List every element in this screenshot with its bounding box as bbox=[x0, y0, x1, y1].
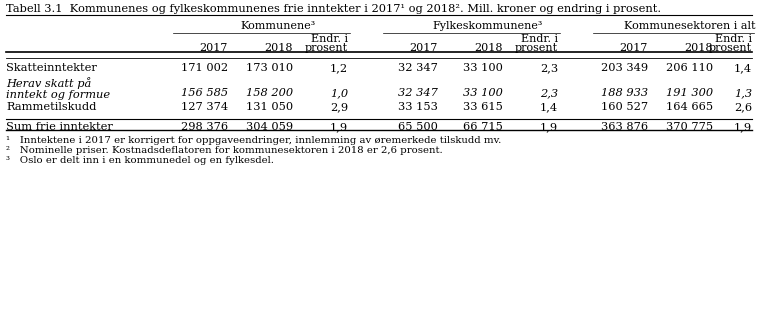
Text: 173 010: 173 010 bbox=[246, 63, 293, 73]
Text: 66 715: 66 715 bbox=[463, 122, 503, 132]
Text: 33 100: 33 100 bbox=[463, 88, 503, 98]
Text: 65 500: 65 500 bbox=[398, 122, 438, 132]
Text: 2017: 2017 bbox=[199, 43, 228, 53]
Text: 164 665: 164 665 bbox=[666, 102, 713, 112]
Text: Tabell 3.1  Kommunenes og fylkeskommunenes frie inntekter i 2017¹ og 2018². Mill: Tabell 3.1 Kommunenes og fylkeskommunene… bbox=[6, 4, 661, 14]
Text: 1,3: 1,3 bbox=[734, 88, 752, 98]
Text: 203 349: 203 349 bbox=[601, 63, 648, 73]
Text: 33 153: 33 153 bbox=[398, 102, 438, 112]
Text: ¹   Inntektene i 2017 er korrigert for oppgaveendringer, innlemming av øremerked: ¹ Inntektene i 2017 er korrigert for opp… bbox=[6, 136, 501, 145]
Text: 171 002: 171 002 bbox=[181, 63, 228, 73]
Text: 32 347: 32 347 bbox=[398, 88, 438, 98]
Text: 32 347: 32 347 bbox=[398, 63, 438, 73]
Text: Rammetilskudd: Rammetilskudd bbox=[6, 102, 96, 112]
Text: 160 527: 160 527 bbox=[601, 102, 648, 112]
Text: 1,9: 1,9 bbox=[734, 122, 752, 132]
Text: 2018: 2018 bbox=[475, 43, 503, 53]
Text: ²   Nominelle priser. Kostnadsdeflatoren for kommunesektoren i 2018 er 2,6 prose: ² Nominelle priser. Kostnadsdeflatoren f… bbox=[6, 146, 443, 155]
Text: Herav skatt på
inntekt og formue: Herav skatt på inntekt og formue bbox=[6, 77, 110, 100]
Text: 33 615: 33 615 bbox=[463, 102, 503, 112]
Text: 191 300: 191 300 bbox=[666, 88, 713, 98]
Text: Sum frie inntekter: Sum frie inntekter bbox=[6, 122, 113, 132]
Text: 127 374: 127 374 bbox=[181, 102, 228, 112]
Text: 2,3: 2,3 bbox=[540, 63, 558, 73]
Text: 298 376: 298 376 bbox=[181, 122, 228, 132]
Text: Endr. i: Endr. i bbox=[521, 34, 558, 44]
Text: prosent: prosent bbox=[515, 43, 558, 53]
Text: 2017: 2017 bbox=[409, 43, 438, 53]
Text: 1,4: 1,4 bbox=[734, 63, 752, 73]
Text: 2,9: 2,9 bbox=[330, 102, 348, 112]
Text: 2017: 2017 bbox=[619, 43, 648, 53]
Text: 1,9: 1,9 bbox=[540, 122, 558, 132]
Text: 1,0: 1,0 bbox=[330, 88, 348, 98]
Text: Skatteinntekter: Skatteinntekter bbox=[6, 63, 97, 73]
Text: 206 110: 206 110 bbox=[666, 63, 713, 73]
Text: 1,2: 1,2 bbox=[330, 63, 348, 73]
Text: 188 933: 188 933 bbox=[601, 88, 648, 98]
Text: 33 100: 33 100 bbox=[463, 63, 503, 73]
Text: Fylkeskommunene³: Fylkeskommunene³ bbox=[433, 21, 543, 31]
Text: 2,6: 2,6 bbox=[734, 102, 752, 112]
Text: 1,4: 1,4 bbox=[540, 102, 558, 112]
Text: prosent: prosent bbox=[305, 43, 348, 53]
Text: 2018: 2018 bbox=[684, 43, 713, 53]
Text: prosent: prosent bbox=[709, 43, 752, 53]
Text: Endr. i: Endr. i bbox=[311, 34, 348, 44]
Text: 1,9: 1,9 bbox=[330, 122, 348, 132]
Text: 2,3: 2,3 bbox=[540, 88, 558, 98]
Text: 304 059: 304 059 bbox=[246, 122, 293, 132]
Text: ³   Oslo er delt inn i en kommunedel og en fylkesdel.: ³ Oslo er delt inn i en kommunedel og en… bbox=[6, 156, 274, 165]
Text: 2018: 2018 bbox=[265, 43, 293, 53]
Text: Kommunesektoren i alt: Kommunesektoren i alt bbox=[625, 21, 756, 31]
Text: 156 585: 156 585 bbox=[181, 88, 228, 98]
Text: Kommunene³: Kommunene³ bbox=[240, 21, 315, 31]
Text: 131 050: 131 050 bbox=[246, 102, 293, 112]
Text: 363 876: 363 876 bbox=[601, 122, 648, 132]
Text: Endr. i: Endr. i bbox=[715, 34, 752, 44]
Text: 158 200: 158 200 bbox=[246, 88, 293, 98]
Text: 370 775: 370 775 bbox=[666, 122, 713, 132]
